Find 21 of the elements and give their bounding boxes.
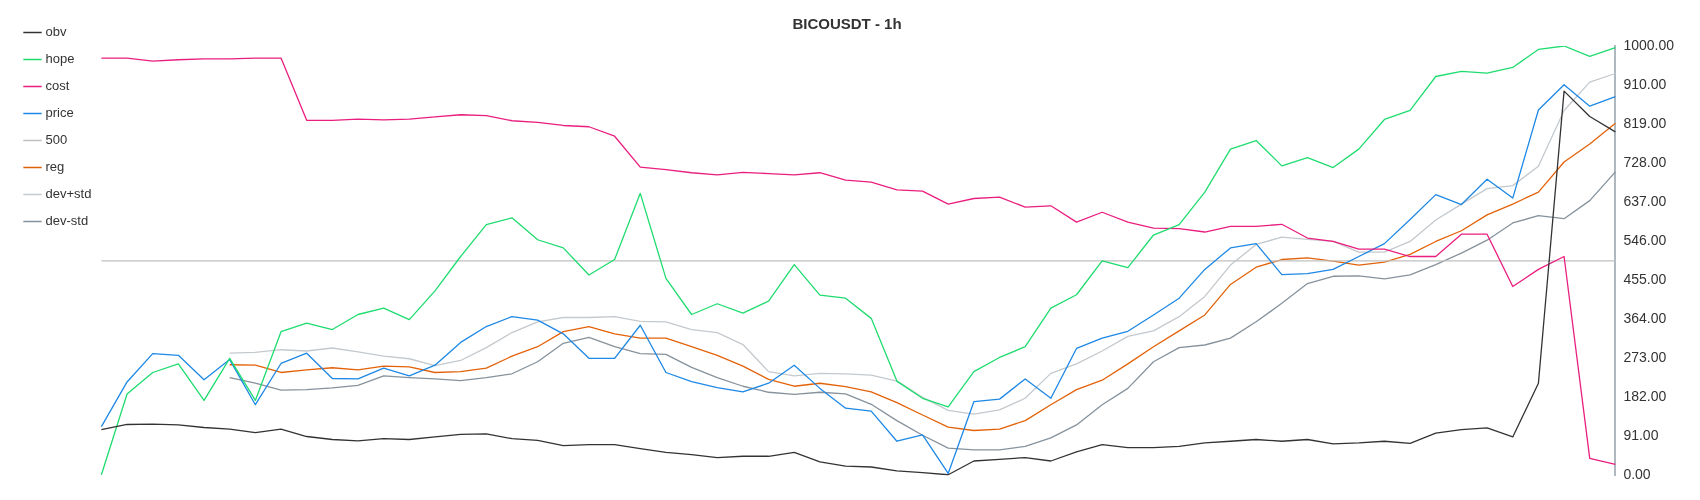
legend-label: reg — [45, 159, 65, 175]
y-tick-label: 182.00 — [1623, 388, 1667, 405]
y-tick-label: 1000.00 — [1623, 36, 1675, 53]
y-tick-label: 637.00 — [1623, 192, 1667, 209]
legend-label: 500 — [45, 132, 68, 148]
legend-label: cost — [45, 78, 70, 94]
y-tick-label: 455.00 — [1623, 270, 1667, 287]
y-tick-label: 728.00 — [1623, 153, 1667, 170]
y-tick-label: 91.00 — [1623, 427, 1659, 444]
y-tick-label: 273.00 — [1623, 349, 1667, 366]
legend-label: obv — [45, 24, 67, 40]
legend-label: dev+std — [45, 186, 92, 202]
y-tick-label: 819.00 — [1623, 114, 1667, 131]
chart-title: BICOUSDT - 1h — [792, 15, 902, 33]
y-tick-label: 546.00 — [1623, 231, 1667, 248]
legend-label: dev-std — [45, 213, 89, 229]
y-tick-label: 910.00 — [1623, 75, 1667, 92]
legend-label: price — [45, 105, 74, 121]
legend-label: hope — [45, 51, 75, 67]
y-tick-label: 364.00 — [1623, 310, 1667, 327]
y-tick-label: 0.00 — [1623, 466, 1651, 483]
